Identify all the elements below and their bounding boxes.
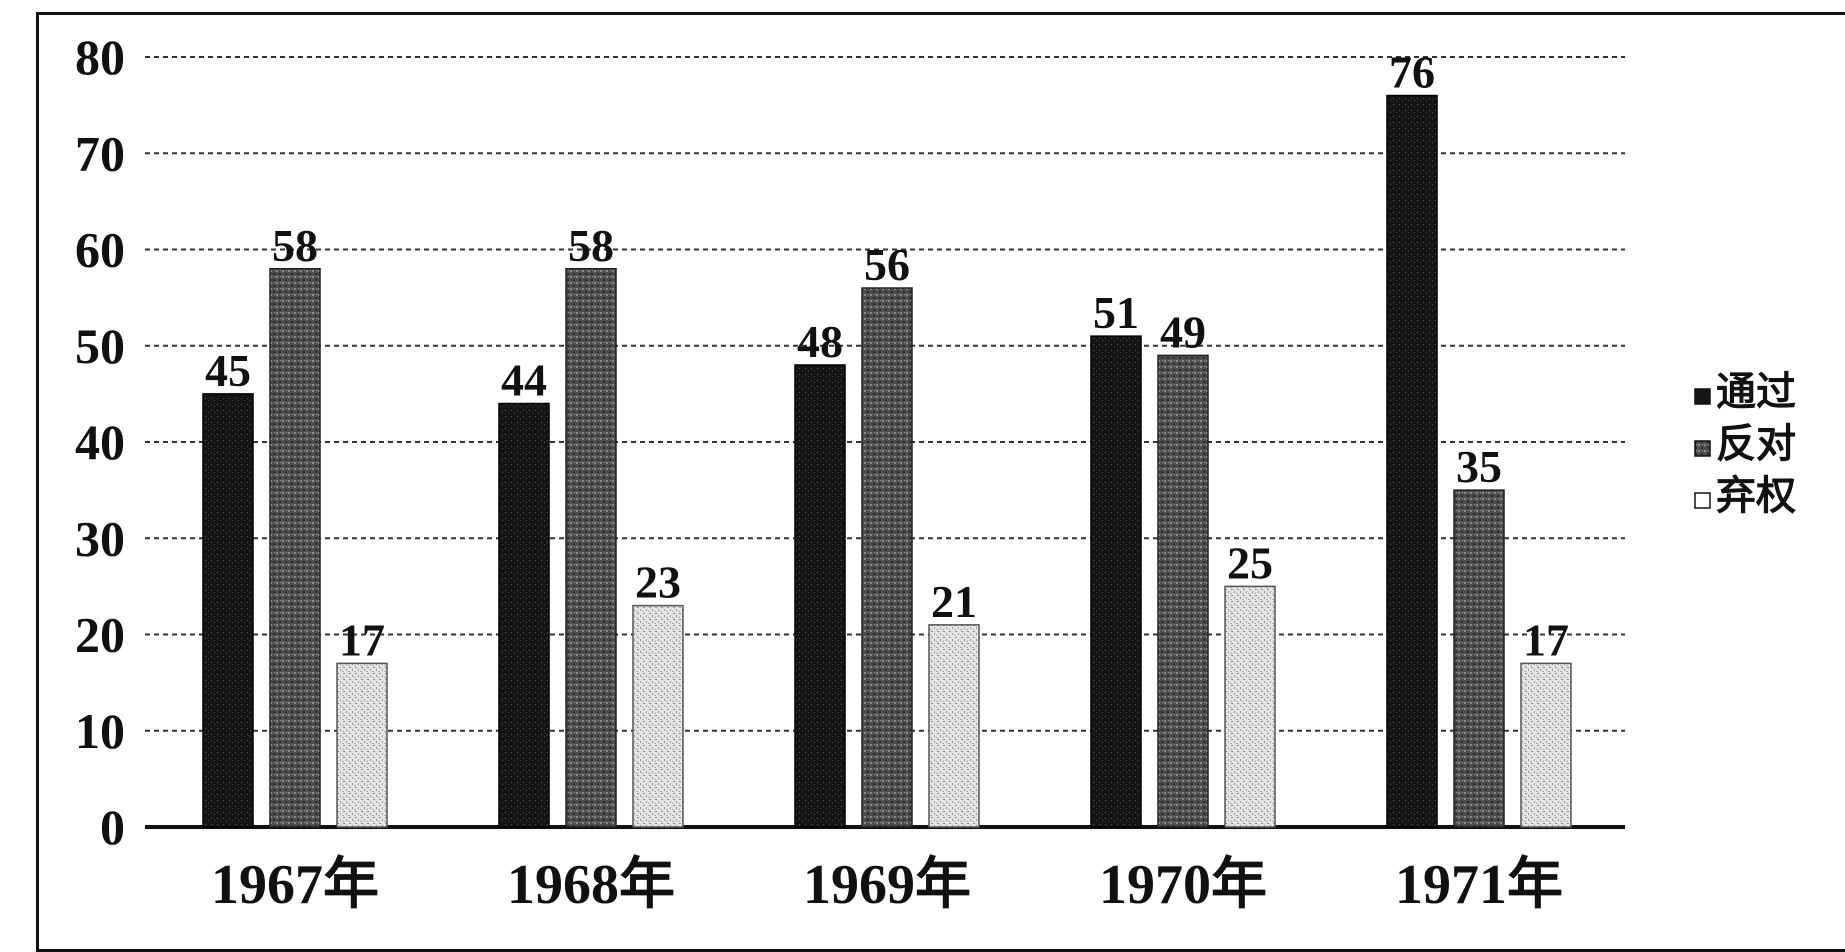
bar-value-label: 17 <box>1523 614 1569 665</box>
y-tick-label: 20 <box>75 607 125 663</box>
bar <box>565 268 617 828</box>
bar <box>269 268 321 828</box>
bar <box>861 287 913 828</box>
y-tick-label: 40 <box>75 414 125 470</box>
bar-value-label: 49 <box>1160 306 1206 357</box>
bar-value-label: 23 <box>635 557 681 608</box>
legend-swatch <box>1694 440 1711 457</box>
bar-value-label: 45 <box>205 345 251 396</box>
bar-value-label: 56 <box>864 239 910 290</box>
x-category-label: 1970年 <box>1099 854 1267 916</box>
bar-value-label: 58 <box>568 220 614 271</box>
legend-swatch <box>1694 388 1711 405</box>
legend-label: 反对 <box>1716 421 1796 467</box>
y-tick-label: 50 <box>75 318 125 374</box>
bar <box>1520 662 1572 828</box>
bar <box>1090 335 1142 828</box>
y-tick-label: 80 <box>75 29 125 85</box>
bars <box>202 94 1572 828</box>
bar-value-label: 21 <box>931 576 977 627</box>
x-category-label: 1971年 <box>1395 854 1563 916</box>
bar <box>1386 94 1438 828</box>
x-category-label: 1967年 <box>211 854 379 916</box>
bar <box>336 662 388 828</box>
bar-value-label: 35 <box>1456 441 1502 492</box>
y-tick-label: 0 <box>100 799 125 855</box>
bar <box>498 402 550 828</box>
bar <box>928 624 980 828</box>
axes: 0 10 20 30 40 50 60 70 80 1967年 1968年 1969年 1970年 197… <box>75 29 1625 916</box>
legend-label: 通过 <box>1716 369 1796 415</box>
bar <box>632 604 684 828</box>
x-category-label: 1969年 <box>803 854 971 916</box>
bar <box>1224 585 1276 828</box>
bar-value-label: 25 <box>1227 537 1273 588</box>
bar-chart: 0 10 20 30 40 50 60 70 80 1967年 1968年 1969年 1970年 197… <box>75 29 1796 916</box>
bar <box>202 393 254 828</box>
bar <box>1157 354 1209 828</box>
legend-label: 弃权 <box>1716 473 1796 519</box>
x-category-label: 1968年 <box>507 854 675 916</box>
bar-value-label: 17 <box>339 614 385 665</box>
bar <box>1453 489 1505 828</box>
bar-value-label: 51 <box>1093 287 1139 338</box>
y-tick-label: 10 <box>75 703 125 759</box>
y-tick-label: 60 <box>75 222 125 278</box>
legend-swatch <box>1694 492 1711 509</box>
y-tick-label: 30 <box>75 510 125 566</box>
bar-value-label: 76 <box>1389 47 1435 98</box>
y-tick-label: 70 <box>75 125 125 181</box>
bar <box>794 364 846 828</box>
bar-value-label: 44 <box>501 355 547 406</box>
bar-value-label: 48 <box>797 316 843 367</box>
data-labels: 45 58 17 44 58 23 48 56 21 51 49 25 76 35 17 <box>205 47 1569 666</box>
bar-value-label: 58 <box>272 220 318 271</box>
